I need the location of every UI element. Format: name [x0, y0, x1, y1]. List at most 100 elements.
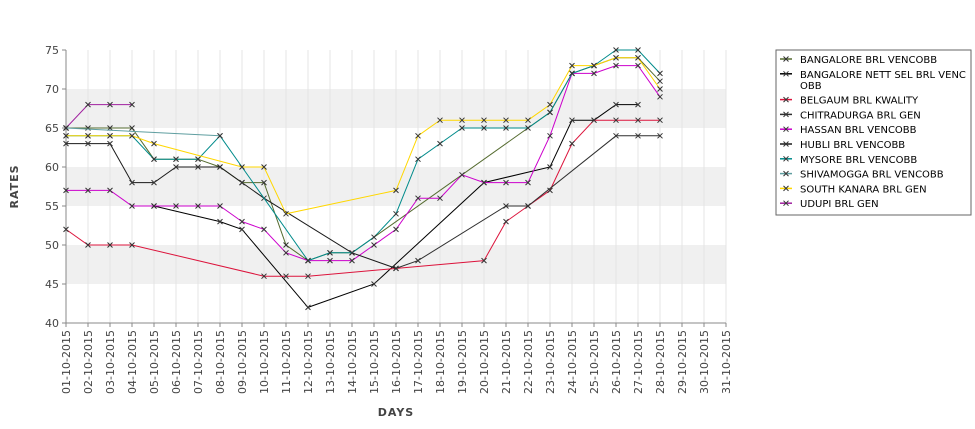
series-line	[65, 119, 660, 277]
legend-label: UDUPI BRL GEN	[800, 199, 879, 210]
y-tick-label: 50	[45, 239, 59, 252]
series-group	[63, 101, 135, 131]
data-point	[107, 242, 113, 248]
legend-marker	[783, 200, 789, 207]
legend-label: BELGAUM BRL KWALITY	[800, 96, 919, 107]
data-point	[437, 195, 443, 202]
x-tick-label: 03-10-2015	[104, 330, 117, 394]
data-point	[393, 265, 399, 272]
x-tick-label: 18-10-2015	[434, 330, 447, 394]
data-point	[283, 210, 289, 217]
data-point	[459, 125, 465, 131]
x-tick-label: 20-10-2015	[478, 330, 491, 394]
data-point	[393, 187, 399, 194]
data-point	[283, 242, 289, 248]
data-point	[635, 132, 641, 139]
x-tick-label: 25-10-2015	[588, 330, 601, 394]
legend-item: BANGALORE NETT SEL BRL VENCOBB	[780, 70, 966, 92]
data-point	[261, 179, 267, 186]
data-point	[239, 179, 245, 186]
y-tick-label: 70	[45, 83, 59, 96]
legend-label: SHIVAMOGGA BRL VENCOBB	[800, 170, 944, 181]
data-point	[283, 273, 289, 280]
x-tick-label: 16-10-2015	[390, 330, 403, 394]
data-point	[107, 140, 113, 147]
data-point	[173, 156, 179, 163]
legend-item: BELGAUM BRL KWALITY	[780, 96, 919, 107]
data-point	[635, 54, 641, 61]
data-point	[239, 226, 245, 233]
x-tick-label: 08-10-2015	[214, 330, 227, 394]
y-axis-ticks: 40 45 50 55 60 65 70 75	[45, 44, 66, 330]
data-point	[569, 140, 575, 147]
data-point	[415, 156, 421, 163]
data-point	[349, 249, 355, 256]
x-tick-label: 10-10-2015	[258, 330, 271, 394]
legend-item: UDUPI BRL GEN	[780, 199, 879, 210]
legend-label: CHITRADURGA BRL GEN	[800, 110, 921, 121]
data-point	[503, 179, 509, 186]
data-point	[63, 187, 69, 194]
x-tick-label: 01-10-2015	[60, 330, 73, 394]
legend-label: OBB	[800, 81, 822, 92]
data-point	[239, 218, 245, 225]
data-point	[217, 132, 223, 139]
data-point	[613, 62, 619, 69]
x-tick-label: 12-10-2015	[302, 330, 315, 394]
y-tick-label: 65	[45, 122, 59, 135]
data-point	[613, 54, 619, 61]
data-point	[173, 203, 179, 209]
legend-label: HASSAN BRL VENCOBB	[800, 125, 917, 136]
data-point	[415, 257, 421, 264]
data-point	[569, 117, 575, 124]
x-axis-title: DAYS	[378, 406, 414, 419]
x-tick-label: 05-10-2015	[148, 330, 161, 394]
data-point	[415, 195, 421, 202]
x-tick-label: 29-10-2015	[676, 330, 689, 394]
legend-item: HASSAN BRL VENCOBB	[780, 125, 917, 136]
data-point	[459, 117, 465, 124]
data-point	[261, 273, 267, 280]
legend-item: MYSORE BRL VENCOBB	[780, 155, 917, 166]
data-point	[591, 117, 597, 124]
x-tick-label: 13-10-2015	[324, 330, 337, 394]
data-point	[173, 164, 179, 170]
legend-box	[775, 49, 972, 216]
legend: BANGALORE BRL VENCOBB BANGALORE NETT SEL …	[775, 49, 972, 216]
data-point	[371, 281, 377, 287]
data-point	[657, 117, 663, 124]
data-point	[547, 187, 553, 194]
legend-label: MYSORE BRL VENCOBB	[800, 155, 917, 166]
data-point	[129, 179, 135, 186]
x-tick-label: 09-10-2015	[236, 330, 249, 394]
data-point	[547, 164, 553, 170]
data-point	[525, 179, 531, 186]
x-tick-label: 31-10-2015	[720, 330, 733, 394]
x-tick-label: 22-10-2015	[522, 330, 535, 394]
data-point	[613, 47, 619, 53]
data-point	[503, 125, 509, 131]
y-tick-label: 55	[45, 200, 59, 213]
data-point	[107, 132, 113, 139]
y-tick-label: 60	[45, 161, 59, 174]
legend-item: SOUTH KANARA BRL GEN	[780, 184, 927, 195]
data-point	[613, 132, 619, 139]
data-point	[151, 156, 157, 163]
legend-marker	[783, 70, 789, 77]
series-lines	[63, 47, 663, 311]
y-tick-label: 45	[45, 278, 59, 291]
legend-marker	[783, 155, 789, 162]
data-point	[195, 164, 201, 170]
data-point	[305, 273, 311, 280]
data-point	[591, 62, 597, 69]
x-tick-label: 28-10-2015	[654, 330, 667, 394]
series-line	[65, 127, 221, 137]
legend-label: HUBLI BRL VENCOBB	[800, 140, 905, 151]
legend-label: BANGALORE BRL VENCOBB	[800, 55, 937, 66]
x-tick-label: 04-10-2015	[126, 330, 139, 394]
legend-marker	[783, 96, 789, 103]
data-point	[195, 203, 201, 209]
x-tick-label: 17-10-2015	[412, 330, 425, 394]
legend-marker	[783, 56, 789, 62]
x-tick-label: 30-10-2015	[698, 330, 711, 394]
